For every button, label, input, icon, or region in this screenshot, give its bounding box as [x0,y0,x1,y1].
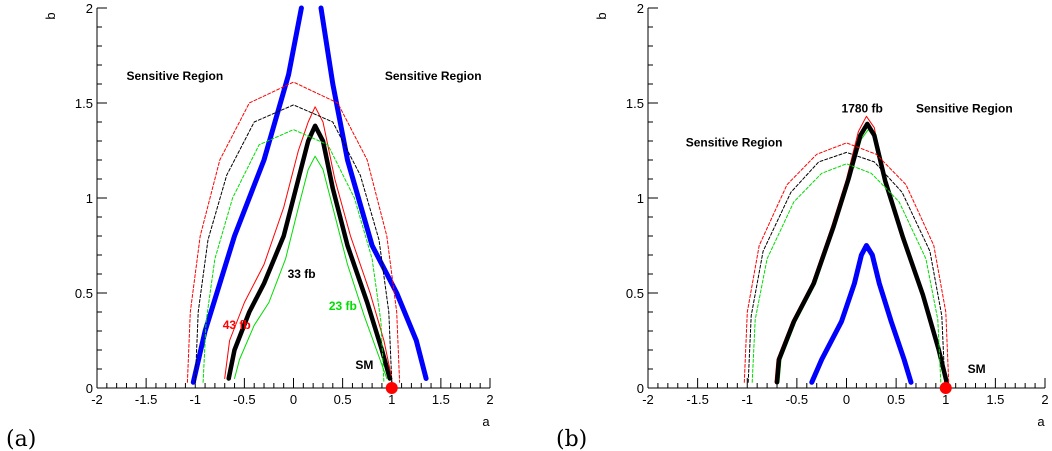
annotation-label: SM [968,362,986,376]
y-tick-label: 1.5 [75,96,93,111]
series-line-0 [809,243,914,385]
y-tick-label: 0.5 [75,286,93,301]
y-tick-label: 1.5 [626,96,644,111]
series-line-2 [226,123,393,381]
x-axis-title: a [1037,414,1045,429]
series-line-5 [747,151,946,383]
sm-point-marker [385,382,398,394]
y-tick-label: 2 [637,1,644,16]
x-tick-label: 1 [388,392,395,407]
series-line-4 [234,155,388,379]
series-line-1 [318,5,429,381]
annotation-label: 43 fb [223,318,251,332]
x-axis-title: a [482,414,490,429]
x-tick-label: -1.5 [135,392,157,407]
x-tick-label: 0 [843,392,850,407]
y-tick-label: 0 [86,381,93,396]
x-tick-label: -1.5 [686,392,708,407]
panel-tag-a: (a) [6,427,36,451]
sm-point-marker [939,382,952,394]
x-tick-label: 0 [290,392,297,407]
y-axis-title: b [43,12,58,19]
plot-b: -2 -1.5 -1 -0.5 0 0.5 1 1.5 2 0 0.5 1 1.5 2 a b Sensitiv… [594,1,1049,429]
annotation-label: SM [355,358,373,372]
annotation-label: 1780 fb [842,102,883,116]
x-tick-label: 0.5 [887,392,905,407]
y-tick-label: 0 [637,381,644,396]
plot-a: -2 -1.5 -1 -0.5 0 0.5 1 1.5 2 0 0.5 1 1.5 2 a b Sensitiv… [43,1,494,429]
series-line-0 [190,5,304,385]
series-line-7 [202,129,385,383]
series-line-5 [186,81,401,383]
series-line-4 [743,142,950,383]
x-tick-label: 1.5 [432,392,450,407]
x-tick-label: -0.5 [786,392,808,407]
series-line-1 [774,115,947,383]
x-tick-label: 1 [942,392,949,407]
annotation-label: Sensitive Region [126,69,223,83]
x-tick-label: -1 [741,392,753,407]
y-tick-label: 1 [637,191,644,206]
series-line-3 [224,106,393,379]
y-axis-title: b [594,12,609,19]
annotation-label: Sensitive Region [385,69,482,83]
x-tick-label: 0.5 [334,392,352,407]
x-tick-label: -0.5 [233,392,255,407]
y-tick-label: 0.5 [626,286,644,301]
x-tick-label: 2 [486,392,493,407]
x-tick-label: -1 [189,392,201,407]
panel-tag-b: (b) [556,427,587,451]
series-line-6 [194,104,393,383]
annotation-label: Sensitive Region [686,136,783,150]
y-tick-label: 1 [86,191,93,206]
y-tick-label: 2 [86,1,93,16]
annotation-label: 33 fb [288,267,316,281]
series-line-3 [774,121,949,385]
x-tick-label: 1.5 [986,392,1004,407]
x-tick-label: -2 [642,392,654,407]
x-tick-label: -2 [91,392,103,407]
annotation-label: 23 fb [329,299,357,313]
x-tick-label: 2 [1041,392,1048,407]
annotation-label: Sensitive Region [916,102,1013,116]
